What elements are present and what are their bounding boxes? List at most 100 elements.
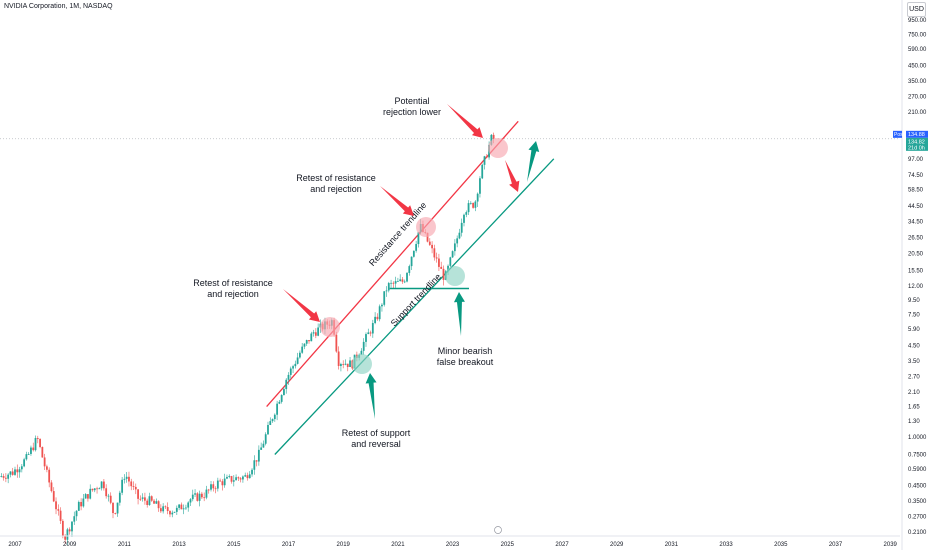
x-tick-label: 2033 (719, 542, 733, 548)
candle-body (57, 509, 60, 511)
candle-body (283, 389, 285, 396)
candle-body (467, 203, 470, 213)
candle-body (456, 238, 459, 244)
candle-body (137, 489, 139, 499)
candle-body (182, 508, 185, 510)
x-tick-label: 2021 (391, 542, 405, 548)
candle-body (397, 281, 399, 282)
y-tick-label: 7.50 (908, 312, 920, 318)
candle-body (41, 446, 44, 458)
x-tick-label: 2031 (665, 542, 679, 548)
candle-body (216, 480, 219, 489)
candle-body (435, 257, 438, 259)
candle-body (175, 507, 178, 512)
annotation-line: and rejection (207, 289, 259, 299)
y-tick-label: 4.50 (908, 344, 920, 350)
y-tick-label: 3.50 (908, 359, 920, 365)
candle-body (187, 502, 190, 508)
candle-body (415, 244, 418, 251)
last-price: 134.82 (908, 139, 925, 145)
candle-body (335, 334, 338, 352)
annotation-arrow (365, 373, 377, 419)
x-tick-label: 2027 (555, 542, 569, 548)
candle-body (485, 156, 488, 158)
candle-body (150, 496, 153, 501)
x-tick-label: 2017 (282, 542, 296, 548)
candle-body (308, 340, 310, 342)
candle-body (114, 513, 117, 514)
candle-body (474, 201, 477, 208)
candle-body (248, 474, 251, 479)
y-tick-label: 1.0000 (908, 435, 927, 441)
post-price: 134.88 (908, 132, 925, 138)
post-tag-bg (893, 130, 902, 138)
candle-body (223, 478, 226, 486)
annotation-line: Potential (394, 96, 429, 106)
candle-body (64, 536, 67, 540)
candle-body (27, 453, 30, 455)
candle-body (128, 476, 130, 482)
candle-body (340, 364, 342, 366)
y-tick-label: 0.5900 (908, 467, 927, 473)
y-tick-label: 210.00 (908, 110, 927, 116)
annotation-line: false breakout (437, 357, 494, 367)
candle-body (378, 306, 381, 320)
candle-body (87, 494, 89, 499)
candle-body (431, 244, 433, 249)
y-tick-label: 2.10 (908, 390, 920, 396)
y-tick-label: 5.90 (908, 327, 920, 333)
candle-body (46, 466, 48, 470)
candle-body (116, 502, 119, 514)
x-tick-label: 2029 (610, 542, 624, 548)
y-tick-label: 0.2100 (908, 530, 927, 536)
candle-body (301, 346, 304, 353)
x-tick-label: 2019 (337, 542, 351, 548)
candle-body (207, 489, 210, 491)
candle-body (406, 272, 408, 282)
candle-body (23, 459, 26, 467)
candle-body (383, 291, 386, 305)
candle-body (130, 481, 133, 487)
x-tick-label: 2011 (118, 542, 132, 548)
candle-body (84, 494, 87, 499)
candle-body (132, 486, 135, 488)
candle-body (280, 395, 283, 402)
candle-body (428, 241, 431, 245)
candle-body (221, 481, 224, 486)
candle-body (185, 507, 187, 509)
candle-body (367, 332, 370, 335)
candle-body (305, 340, 308, 344)
currency-button[interactable]: USD (907, 2, 926, 17)
candle-body (344, 363, 347, 365)
event-marker-icon[interactable] (494, 526, 502, 534)
candle-body (476, 193, 479, 202)
candle-body (59, 510, 62, 521)
candle-body (157, 501, 160, 509)
y-tick-label: 34.50 (908, 220, 924, 226)
candle-body (112, 502, 114, 514)
chart-title: NVIDIA Corporation, 1M, NASDAQ (4, 3, 113, 10)
x-tick-label: 2015 (227, 542, 241, 548)
last-price-bg (906, 137, 928, 151)
x-tick-label: 2037 (829, 542, 843, 548)
candle-body (50, 482, 53, 492)
candle-body (230, 476, 233, 482)
candle-body (312, 332, 315, 334)
candle-body (48, 469, 51, 483)
candle-body (365, 334, 367, 342)
candle-body (239, 478, 242, 480)
annotation-text: Retest of resistance and rejection (193, 278, 273, 299)
projection-arrow-down (505, 160, 520, 192)
y-tick-label: 750.00 (908, 32, 927, 38)
resistance-trendline (266, 120, 519, 407)
candle-body (4, 477, 7, 479)
candle-body (89, 488, 92, 499)
candle-body (303, 343, 306, 347)
candle-body (237, 477, 240, 479)
candle-body (374, 316, 377, 324)
candle-body (287, 374, 290, 380)
candle-body (52, 491, 55, 502)
candle-body (472, 202, 475, 208)
candle-body (166, 507, 169, 512)
